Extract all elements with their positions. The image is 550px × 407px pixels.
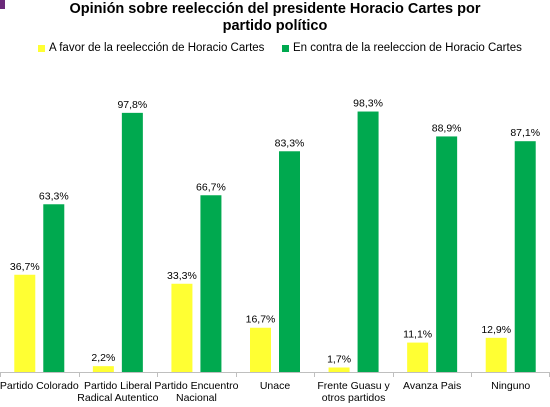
corner-accent <box>0 0 5 9</box>
bar-favor <box>92 366 114 372</box>
data-label-favor: 1,7% <box>327 353 351 365</box>
chart-title: Opinión sobre reelección del presidente … <box>0 1 550 35</box>
chart-legend: A favor de la reelección de Horacio Cart… <box>0 42 550 56</box>
legend-label-contra: En contra de la reeleccion de Horacio Ca… <box>293 42 522 54</box>
data-label-contra: 66,7% <box>196 181 226 193</box>
legend-label-favor: A favor de la reelección de Horacio Cart… <box>49 42 265 54</box>
bar-favor <box>171 283 193 372</box>
bar-favor <box>407 342 429 372</box>
legend-swatch-favor <box>38 44 45 52</box>
data-label-favor: 11,1% <box>403 329 432 341</box>
data-label-contra: 97,8% <box>117 99 147 111</box>
bar-favor <box>328 367 350 372</box>
category-label: Unace <box>260 380 291 392</box>
category-label: Radical Autentico <box>77 392 158 404</box>
category-label: Frente Guasu y <box>317 380 390 392</box>
bar-contra <box>514 141 536 372</box>
bar-favor <box>485 337 507 372</box>
bar-contra <box>357 111 379 372</box>
data-label-favor: 36,7% <box>10 261 40 273</box>
category-label: Partido Liberal <box>84 380 152 392</box>
data-label-contra: 98,3% <box>353 98 383 110</box>
bar-favor <box>14 274 36 372</box>
legend-swatch-contra <box>282 44 289 52</box>
category-label: Partido Encuentro <box>154 380 238 392</box>
data-label-contra: 87,1% <box>510 127 540 139</box>
bar-contra <box>436 136 458 372</box>
legend-item-contra: En contra de la reeleccion de Horacio Ca… <box>282 42 522 54</box>
category-label: Ninguno <box>491 380 530 392</box>
category-label: Nacional <box>176 392 217 404</box>
data-label-favor: 16,7% <box>246 314 276 326</box>
data-label-contra: 83,3% <box>275 137 305 149</box>
bar-favor <box>250 327 271 372</box>
category-label: otros partidos <box>322 392 386 404</box>
data-label-contra: 63,3% <box>39 190 69 202</box>
bar-contra <box>43 204 65 372</box>
category-label: Avanza Pais <box>403 380 461 392</box>
data-label-favor: 12,9% <box>481 324 511 336</box>
chart-title-line-1: Opinión sobre reelección del presidente … <box>69 1 481 17</box>
bar-contra <box>200 195 222 372</box>
chart-title-line-2: partido político <box>222 18 328 34</box>
data-label-favor: 2,2% <box>91 352 115 364</box>
category-label: Partido Colorado <box>0 380 79 392</box>
data-label-contra: 88,9% <box>432 122 462 134</box>
legend-item-favor: A favor de la reelección de Horacio Cart… <box>38 42 264 54</box>
bar-contra <box>121 112 143 372</box>
data-label-favor: 33,3% <box>167 270 197 282</box>
bar-contra <box>279 151 300 372</box>
